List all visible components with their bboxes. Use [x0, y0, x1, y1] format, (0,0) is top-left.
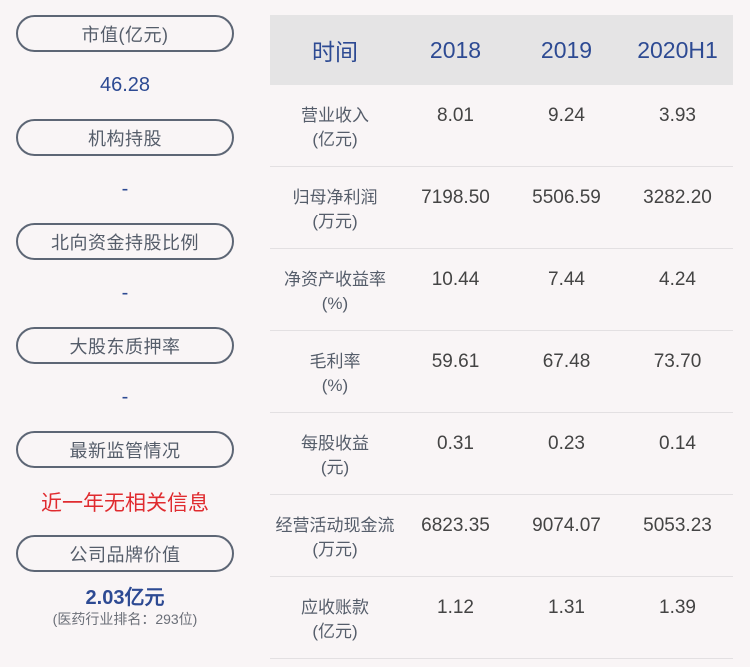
metric-unit: (%) — [321, 294, 349, 313]
header-2019: 2019 — [540, 36, 593, 63]
header-period: 时间 — [312, 39, 358, 65]
row-label: 归母净利润 (万元) — [270, 167, 400, 234]
major-shareholder-pledge-value: - — [121, 386, 129, 408]
cell-2018: 7198.50 — [421, 187, 490, 208]
metric-name: 归母净利润 — [292, 188, 378, 207]
northbound-holding-label: 北向资金持股比例 — [16, 223, 234, 260]
cell-2019: 67.48 — [542, 351, 591, 372]
cell-2019: 9.24 — [548, 105, 585, 126]
cell-2019: 9074.07 — [532, 515, 601, 536]
table-row-net-profit: 归母净利润 (万元) 7198.50 5506.59 3282.20 — [270, 167, 733, 249]
cell-2019: 7.44 — [548, 269, 585, 290]
metric-name: 经营活动现金流 — [275, 516, 395, 535]
brand-industry-rank: (医药行业排名：293位) — [52, 610, 198, 627]
metric-name: 毛利率 — [309, 352, 361, 371]
cell-2020h1: 5053.23 — [643, 515, 712, 536]
institutional-holding-label: 机构持股 — [16, 119, 234, 156]
cell-2020h1: 73.70 — [653, 351, 702, 372]
row-label: 应收账款 (亿元) — [270, 577, 400, 644]
northbound-holding-value: - — [121, 282, 129, 304]
metric-name: 应收账款 — [301, 598, 369, 617]
cell-2020h1: 3282.20 — [643, 187, 712, 208]
table-row-eps: 每股收益 (元) 0.31 0.23 0.14 — [270, 413, 733, 495]
metric-unit: (元) — [320, 458, 350, 477]
table-row-roe: 净资产收益率 (%) 10.44 7.44 4.24 — [270, 249, 733, 331]
metric-unit: (亿元) — [312, 622, 358, 641]
cell-2019: 5506.59 — [532, 187, 601, 208]
row-label: 每股收益 (元) — [270, 413, 400, 480]
row-label: 营业收入 (亿元) — [270, 85, 400, 152]
brand-value: 2.03亿元 — [85, 586, 165, 609]
row-label: 净资产收益率 (%) — [270, 249, 400, 316]
cell-2020h1: 3.93 — [659, 105, 696, 126]
metric-unit: (万元) — [312, 540, 358, 559]
metric-name: 每股收益 — [301, 434, 369, 453]
cell-2020h1: 4.24 — [659, 269, 696, 290]
metric-unit: (%) — [321, 376, 349, 395]
brand-value-block: 2.03亿元 (医药行业排名：293位) — [16, 572, 234, 641]
financial-table: 时间 2018 2019 2020H1 营业收入 (亿元) 8.01 9.24 3… — [270, 15, 733, 659]
table-row-operating-cash-flow: 经营活动现金流 (万元) 6823.35 9074.07 5053.23 — [270, 495, 733, 577]
major-shareholder-pledge-label: 大股东质押率 — [16, 327, 234, 364]
header-2020h1: 2020H1 — [637, 36, 718, 63]
cell-2018: 6823.35 — [421, 515, 490, 536]
table-header: 时间 2018 2019 2020H1 — [270, 15, 733, 85]
table-row-revenue: 营业收入 (亿元) 8.01 9.24 3.93 — [270, 85, 733, 167]
market-cap-label: 市值(亿元) — [16, 15, 234, 52]
cell-2018: 0.31 — [437, 433, 474, 454]
table-row-accounts-receivable: 应收账款 (亿元) 1.12 1.31 1.39 — [270, 577, 733, 659]
institutional-holding-value: - — [121, 178, 129, 200]
header-2018: 2018 — [429, 36, 482, 63]
regulatory-status-label: 最新监管情况 — [16, 431, 234, 468]
metric-name: 营业收入 — [301, 106, 369, 125]
cell-2018: 1.12 — [437, 597, 474, 618]
row-label: 毛利率 (%) — [270, 331, 400, 398]
cell-2019: 0.23 — [548, 433, 585, 454]
left-panel: 市值(亿元) 46.28 机构持股 - 北向资金持股比例 - 大股东质押率 - … — [16, 15, 234, 641]
cell-2020h1: 0.14 — [659, 433, 696, 454]
metric-unit: (亿元) — [312, 130, 358, 149]
row-label: 经营活动现金流 (万元) — [270, 495, 400, 562]
cell-2020h1: 1.39 — [659, 597, 696, 618]
brand-value-label: 公司品牌价值 — [16, 535, 234, 572]
metric-name: 净资产收益率 — [284, 270, 386, 289]
table-row-gross-margin: 毛利率 (%) 59.61 67.48 73.70 — [270, 331, 733, 413]
cell-2018: 10.44 — [431, 269, 480, 290]
cell-2019: 1.31 — [548, 597, 585, 618]
cell-2018: 59.61 — [431, 351, 480, 372]
cell-2018: 8.01 — [437, 105, 474, 126]
regulatory-status-value: 近一年无相关信息 — [41, 491, 209, 515]
metric-unit: (万元) — [312, 212, 358, 231]
market-cap-value: 46.28 — [99, 74, 151, 96]
